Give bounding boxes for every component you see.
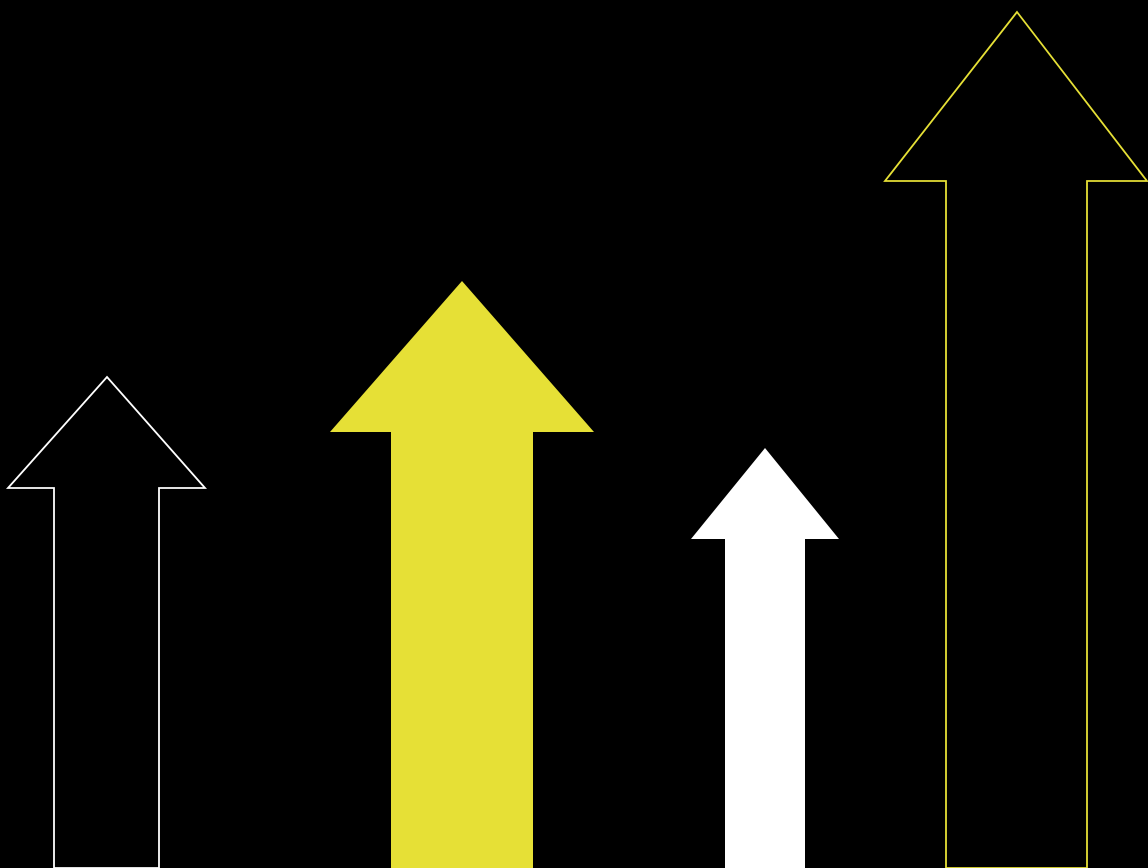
yellow-filled-arrow xyxy=(330,281,594,868)
white-filled-arrow xyxy=(691,448,839,868)
white-outline-arrow xyxy=(5,375,207,868)
yellow-outline-arrow xyxy=(883,10,1148,868)
